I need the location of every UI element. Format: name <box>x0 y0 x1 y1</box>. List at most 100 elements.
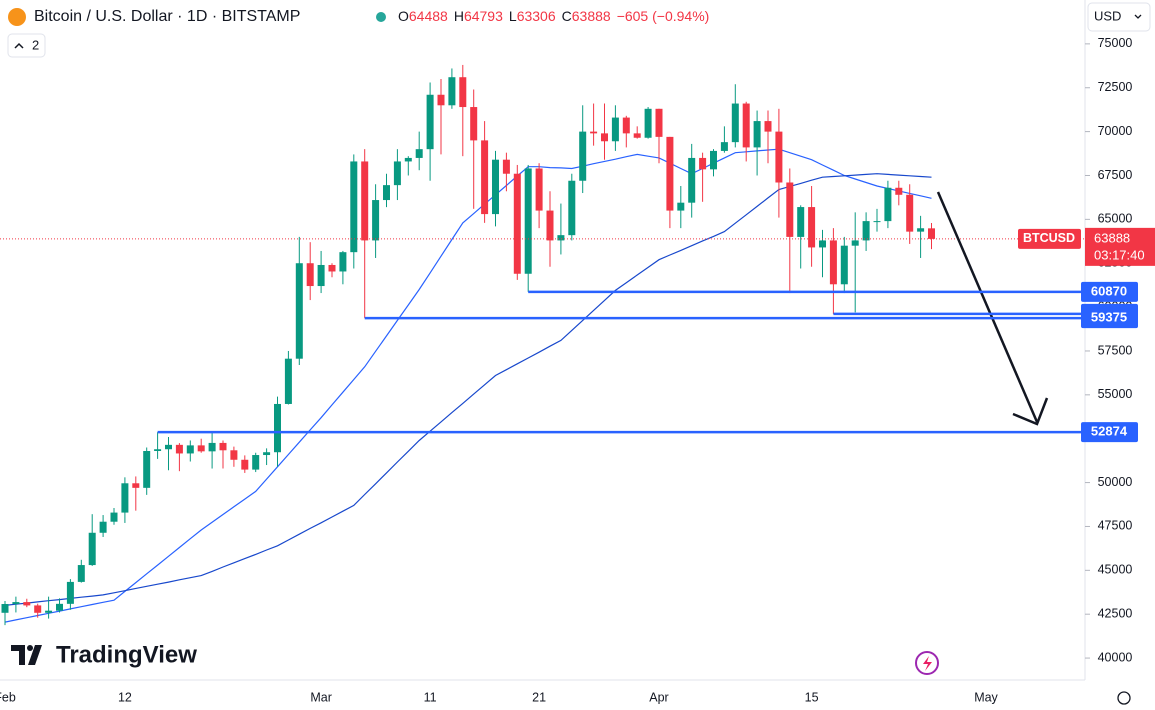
candle-body <box>873 221 881 223</box>
y-tick-label: 55000 <box>1098 387 1133 401</box>
price-box <box>1085 227 1155 266</box>
candle-body <box>524 168 532 274</box>
ohlc-legend: O64488 H64793 L63306 C63888 −605 (−0.94%) <box>398 8 709 24</box>
ohlc-prefix: C <box>562 8 572 24</box>
level-label: 52874 <box>1091 424 1128 439</box>
brand: TradingView <box>56 641 197 668</box>
candle-body <box>622 117 630 134</box>
y-tick-label: 75000 <box>1098 36 1133 50</box>
indicator-toggle[interactable] <box>7 33 46 58</box>
candle-body <box>186 445 194 454</box>
ohlc-value: 64793 <box>464 8 503 24</box>
ohlc-value: 63888 <box>572 8 611 24</box>
candle-body <box>404 157 412 162</box>
y-tick-label: 70000 <box>1098 124 1133 138</box>
y-tick-label: 42500 <box>1098 606 1133 620</box>
candle-body <box>502 159 510 174</box>
arrow-shaft <box>936 191 1039 423</box>
candle-body <box>644 108 652 138</box>
ohlc-values: O64488 H64793 L63306 C63888 −605 (−0.94%) <box>398 8 709 24</box>
candle-body <box>851 240 859 246</box>
candle-body <box>710 150 717 170</box>
candle-body <box>829 240 837 285</box>
y-tick-label: 67500 <box>1098 168 1133 182</box>
candle-body <box>208 442 216 452</box>
coin-icon <box>8 8 26 26</box>
candle-body <box>808 207 816 248</box>
candle-body <box>437 94 445 106</box>
candle-body <box>143 450 151 488</box>
x-tick-label: 11 <box>424 690 437 704</box>
lightning-icon[interactable] <box>915 651 939 675</box>
candle-body <box>590 131 598 134</box>
candle-body <box>797 207 805 237</box>
candle-body <box>481 140 489 215</box>
candle-body <box>230 450 238 460</box>
candle-body <box>426 94 434 150</box>
symbol-label: BTCUSD <box>1023 231 1075 245</box>
candle-body <box>165 444 172 450</box>
candle-body <box>633 133 641 138</box>
candle-body <box>393 161 401 186</box>
candle-body <box>219 442 227 451</box>
logo: TradingView <box>11 641 197 668</box>
candle-body <box>415 149 423 158</box>
ohlc-value: 64488 <box>409 8 448 24</box>
candle-body <box>470 107 478 141</box>
candle-body <box>655 108 663 137</box>
candle-body <box>154 449 162 451</box>
y-tick-label: 72500 <box>1098 80 1133 94</box>
candle-body <box>492 159 499 215</box>
y-tick-label: 57500 <box>1098 343 1133 357</box>
arrow-head <box>1012 397 1049 426</box>
candle-body <box>77 565 85 582</box>
x-tick-label: Mar <box>310 690 332 704</box>
candle-body <box>819 240 826 248</box>
x-tick-label: May <box>974 690 998 704</box>
candle-body <box>99 521 107 533</box>
y-tick-label: 40000 <box>1098 650 1133 664</box>
candle-body <box>611 117 619 142</box>
candle-body <box>742 103 750 148</box>
currency-select[interactable] <box>1087 2 1151 32</box>
settings-icon[interactable] <box>1117 691 1131 705</box>
candle-body <box>862 221 870 241</box>
ohlc-prefix: H <box>454 8 464 24</box>
ohlc-prefix: O <box>398 8 409 24</box>
candle-body <box>1 604 9 613</box>
price-label: 63888 <box>1094 230 1130 245</box>
candle-body <box>88 532 96 566</box>
x-tick-label: Feb <box>0 690 16 704</box>
candle-body <box>579 131 587 181</box>
candle-body <box>677 202 685 211</box>
candle-body <box>731 103 739 143</box>
y-tick-label: 65000 <box>1098 212 1133 226</box>
candle-body <box>274 403 281 453</box>
candle-body <box>753 121 761 148</box>
candle-body <box>284 358 292 404</box>
moving-average <box>4 173 932 606</box>
candle-body <box>350 161 358 253</box>
y-tick-label: 47500 <box>1098 519 1133 533</box>
symbol-box <box>1018 228 1081 249</box>
candle-body <box>786 182 794 237</box>
candle-body <box>34 605 42 613</box>
candle-body <box>917 228 925 232</box>
candle-body <box>56 603 63 611</box>
candle-body <box>764 121 772 132</box>
candle-body <box>383 185 390 201</box>
dropdown-icon <box>1134 14 1142 19</box>
status-dot <box>376 12 386 22</box>
candle-body <box>306 263 314 287</box>
candle-body <box>241 459 249 470</box>
logo-dot <box>27 645 33 651</box>
candle-body <box>45 610 53 613</box>
level-label: 60870 <box>1091 283 1127 298</box>
level-box <box>1081 422 1138 443</box>
candle-body <box>23 602 31 606</box>
candle-body <box>688 157 696 203</box>
plot: 4000042500450004750050000525005500057500… <box>0 36 1132 664</box>
candle-body <box>197 445 205 452</box>
indicator-count: 2 <box>32 37 39 52</box>
candle-body <box>110 512 118 522</box>
